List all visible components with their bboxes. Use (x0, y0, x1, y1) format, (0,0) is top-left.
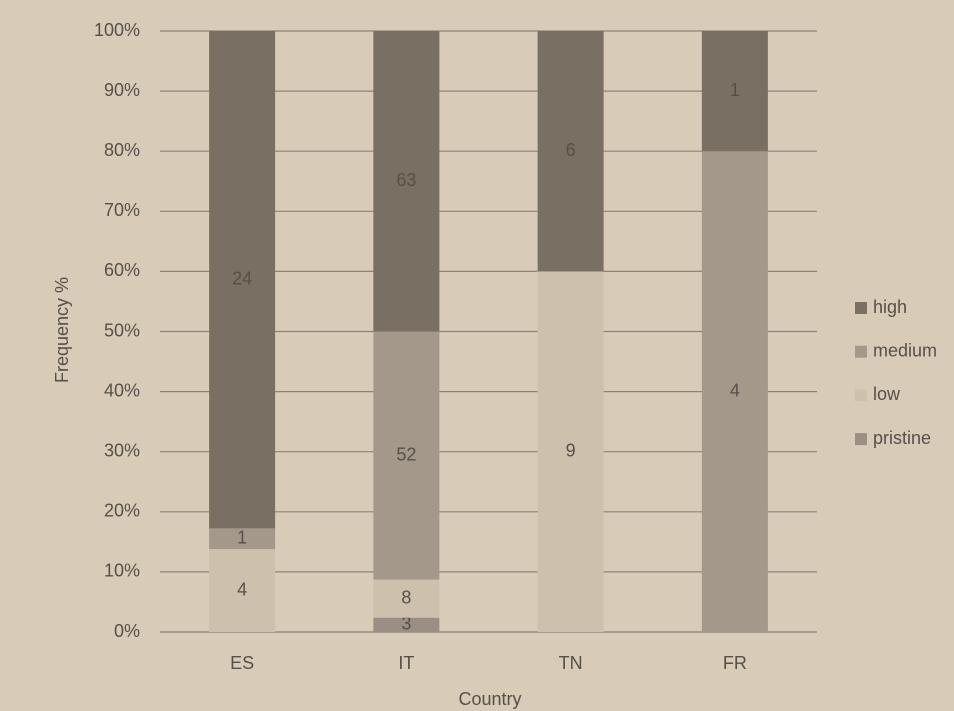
data-label: 52 (396, 444, 416, 464)
x-tick-label: FR (723, 653, 747, 673)
legend-label: medium (873, 340, 937, 360)
y-tick-label: 100% (94, 20, 140, 40)
legend-label: pristine (873, 428, 931, 448)
bar-segment (373, 617, 440, 632)
legend-label: low (873, 384, 901, 404)
bar-segment (537, 271, 604, 632)
data-label: 4 (237, 579, 247, 599)
x-tick-label: IT (398, 653, 414, 673)
legend-swatch (855, 302, 867, 314)
y-tick-label: 50% (104, 320, 140, 340)
bar-segment (373, 31, 440, 332)
y-tick-label: 90% (104, 80, 140, 100)
y-tick-label: 80% (104, 140, 140, 160)
x-axis-title: Country (458, 689, 521, 709)
data-label: 1 (730, 80, 740, 100)
y-tick-label: 30% (104, 440, 140, 460)
data-label: 4 (730, 380, 740, 400)
y-tick-label: 0% (114, 621, 140, 641)
bar-segment (373, 579, 440, 618)
data-label: 24 (232, 268, 252, 288)
legend-swatch (855, 345, 867, 358)
bar-segment (209, 528, 276, 550)
data-label: 1 (237, 527, 247, 547)
bar-segment (701, 31, 768, 152)
y-tick-label: 60% (104, 260, 140, 280)
legend-swatch (855, 433, 867, 446)
bar-segment (209, 549, 276, 632)
data-label: 9 (566, 440, 576, 460)
bar-segment (209, 31, 276, 529)
y-tick-label: 70% (104, 200, 140, 220)
legend-label: high (873, 297, 907, 317)
data-label: 6 (566, 140, 576, 160)
bar-segment (373, 331, 440, 580)
y-axis-title: Frequency % (52, 277, 72, 383)
y-tick-label: 20% (104, 501, 140, 521)
y-tick-label: 40% (104, 380, 140, 400)
y-tick-label: 10% (104, 561, 140, 581)
x-tick-label: ES (230, 653, 254, 673)
legend-swatch (855, 389, 867, 402)
bar-segment (701, 151, 768, 632)
data-label: 63 (396, 170, 416, 190)
data-label: 3 (401, 614, 411, 634)
bar-segment (537, 31, 604, 272)
x-tick-label: TN (559, 653, 583, 673)
data-label: 8 (401, 587, 411, 607)
